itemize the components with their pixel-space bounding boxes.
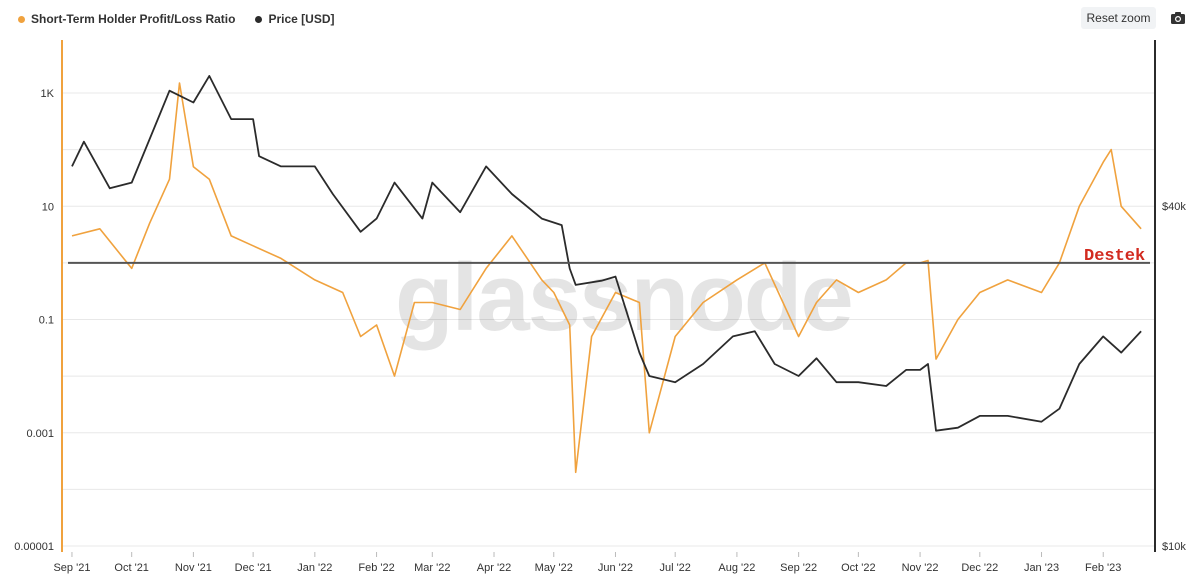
x-tick-label: Sep '22 <box>780 562 817 574</box>
reset-zoom-button[interactable]: Reset zoom <box>1081 7 1156 29</box>
x-tick-label: Oct '22 <box>841 562 876 574</box>
legend-label-price: Price [USD] <box>268 12 335 26</box>
x-tick-label: Jan '22 <box>297 562 332 574</box>
series-ratio-line <box>71 82 1142 474</box>
legend-label-ratio: Short-Term Holder Profit/Loss Ratio <box>31 12 236 26</box>
y-axis-right: $40k $10k <box>1162 201 1186 553</box>
x-tick-label: May '22 <box>535 562 573 574</box>
y-left-tick-label: 10 <box>42 201 54 213</box>
legend-item-ratio[interactable]: Short-Term Holder Profit/Loss Ratio <box>18 12 235 26</box>
y-axis-left: 1K 10 0.1 0.001 0.00001 <box>14 88 54 553</box>
x-tick-label: Dec '22 <box>961 562 998 574</box>
y-right-tick-label: $10k <box>1162 541 1186 553</box>
ratio-dot-icon <box>18 15 25 23</box>
x-tick-label: Jun '22 <box>598 562 633 574</box>
x-tick-label: Dec '21 <box>235 562 272 574</box>
y-right-tick-label: $40k <box>1162 201 1186 213</box>
y-left-tick-label: 0.1 <box>39 315 54 327</box>
x-axis: Sep '21 Oct '21 Nov '21 Dec '21 Jan '22 Feb '… <box>53 552 1121 574</box>
x-tick-label: Jan '23 <box>1024 562 1059 574</box>
y-left-tick-label: 1K <box>41 88 55 100</box>
camera-icon[interactable] <box>1170 10 1186 26</box>
x-tick-label: Oct '21 <box>114 562 149 574</box>
y-left-tick-label: 0.00001 <box>14 541 54 553</box>
x-tick-label: Apr '22 <box>477 562 512 574</box>
destek-annotation: Destek <box>1084 247 1145 266</box>
x-tick-label: Jul '22 <box>659 562 690 574</box>
x-tick-label: Nov '22 <box>902 562 939 574</box>
series-price-line <box>71 75 1142 432</box>
x-tick-label: Sep '21 <box>53 562 90 574</box>
price-dot-icon <box>255 15 263 23</box>
x-tick-label: Feb '23 <box>1085 562 1121 574</box>
watermark: glassnode <box>395 244 852 351</box>
legend-item-price[interactable]: Price [USD] <box>255 12 335 26</box>
x-tick-label: Nov '21 <box>175 562 212 574</box>
x-tick-label: Feb '22 <box>358 562 394 574</box>
x-tick-label: Mar '22 <box>414 562 450 574</box>
y-left-tick-label: 0.001 <box>26 428 54 440</box>
legend: Short-Term Holder Profit/Loss Ratio Pric… <box>18 12 335 26</box>
x-tick-label: Aug '22 <box>718 562 755 574</box>
